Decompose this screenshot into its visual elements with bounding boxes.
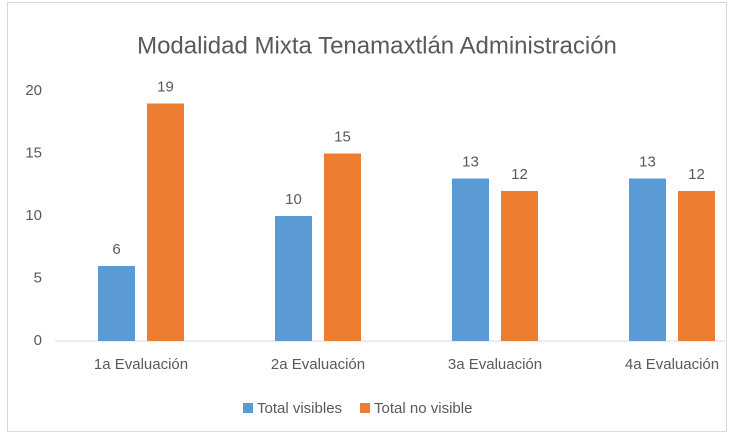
y-tick-label: 10 <box>25 207 42 224</box>
bar <box>98 266 135 341</box>
data-label: 12 <box>688 166 705 183</box>
bar <box>452 178 489 341</box>
legend-swatch <box>360 403 371 413</box>
bar <box>629 178 666 341</box>
y-tick-label: 0 <box>34 332 42 349</box>
x-tick-label: 4a Evaluación <box>625 356 719 373</box>
x-tick-label: 1a Evaluación <box>94 356 188 373</box>
bar <box>324 153 361 341</box>
legend-label: Total no visible <box>374 400 472 417</box>
data-label: 13 <box>639 153 656 170</box>
data-label: 12 <box>511 166 528 183</box>
bar <box>678 191 715 341</box>
bar <box>501 191 538 341</box>
y-tick-label: 5 <box>34 269 42 286</box>
bar <box>147 103 184 341</box>
data-label: 19 <box>157 78 174 95</box>
bar <box>275 216 312 341</box>
data-label: 10 <box>285 191 302 208</box>
y-tick-label: 20 <box>25 82 42 99</box>
data-label: 13 <box>462 153 479 170</box>
x-tick-label: 2a Evaluación <box>271 356 365 373</box>
legend-label: Total visibles <box>257 400 342 417</box>
chart-title: Modalidad Mixta Tenamaxtlán Administraci… <box>137 32 617 59</box>
data-label: 6 <box>112 241 120 258</box>
data-label: 15 <box>334 128 351 145</box>
x-tick-label: 3a Evaluación <box>448 356 542 373</box>
legend-swatch <box>243 403 253 413</box>
chart-border <box>7 2 727 432</box>
y-tick-label: 15 <box>25 144 42 161</box>
